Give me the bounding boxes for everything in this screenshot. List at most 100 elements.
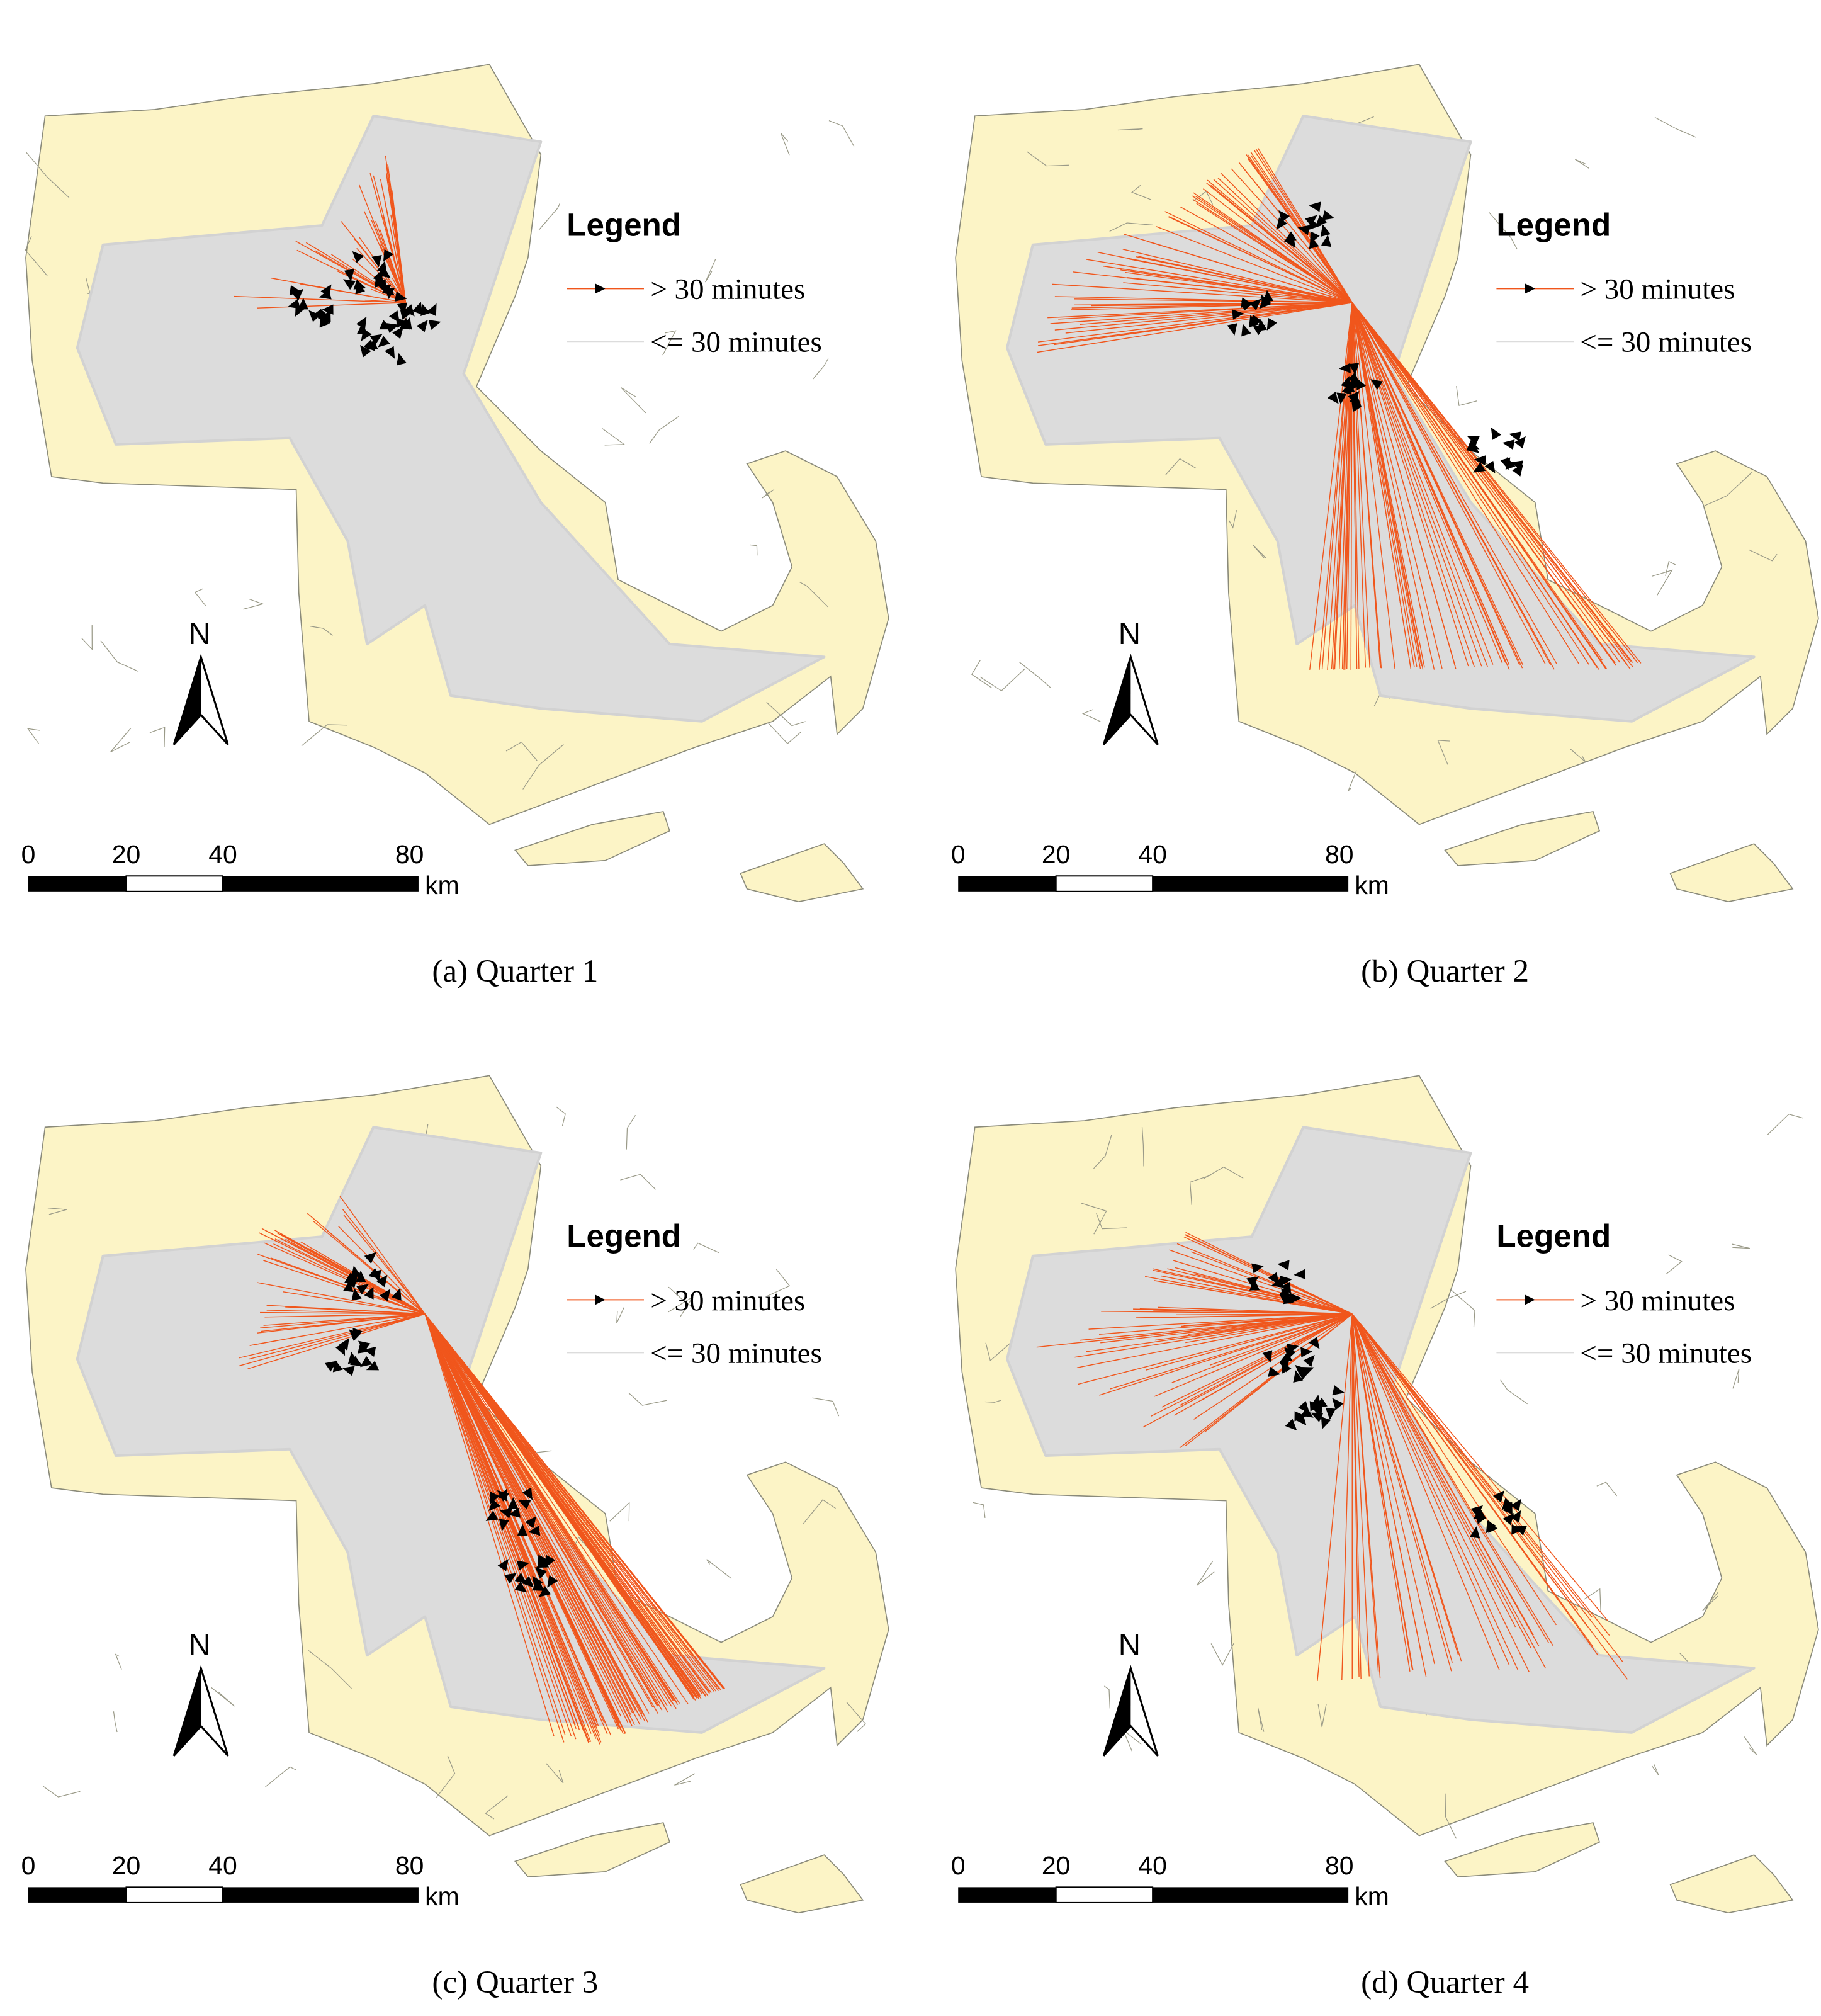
- arrowhead: [1303, 1354, 1315, 1368]
- arrowhead: [288, 298, 301, 309]
- long-trip: [424, 1313, 717, 1692]
- arrowhead: [1474, 455, 1486, 466]
- long-trip: [424, 1313, 653, 1707]
- town-border: [767, 1269, 791, 1297]
- arrowhead: [1268, 1366, 1281, 1377]
- town-border: [1109, 222, 1153, 232]
- long-trip: [424, 1313, 724, 1689]
- long-trip: [1351, 302, 1415, 667]
- arrowhead: [1268, 1272, 1279, 1285]
- arrowhead: [376, 261, 387, 273]
- arrowhead: [356, 1284, 369, 1295]
- town-border: [1456, 386, 1477, 406]
- long-trip: [247, 1313, 426, 1369]
- arrowhead: [517, 1524, 528, 1536]
- arrowhead: [488, 1498, 500, 1511]
- town-border: [1652, 569, 1673, 596]
- north-arrow-fill: [174, 657, 201, 745]
- long-trip: [1147, 241, 1353, 303]
- arrowhead: [416, 320, 428, 332]
- town-border: [310, 625, 333, 636]
- town-border: [812, 1397, 840, 1417]
- north-arrow-fill: [1103, 657, 1131, 745]
- long-trip: [1123, 282, 1353, 303]
- long-trip: [1076, 1313, 1353, 1368]
- arrowhead: [497, 1490, 510, 1502]
- long-trip: [1351, 302, 1598, 669]
- scale-bar: [28, 1887, 127, 1903]
- arrowhead: [351, 1266, 361, 1278]
- arrowhead: [547, 1575, 558, 1588]
- scale-unit: km: [1355, 1882, 1389, 1911]
- long-trip: [1161, 1275, 1353, 1315]
- long-trip: [1351, 1313, 1588, 1627]
- town-border: [1103, 1685, 1110, 1709]
- scale-label: 40: [208, 1851, 237, 1880]
- long-trip: [1220, 173, 1353, 303]
- long-trip: [424, 1313, 712, 1694]
- long-trip: [1052, 283, 1353, 303]
- long-trip: [1351, 302, 1621, 663]
- north-label: N: [1119, 1628, 1141, 1662]
- town-border: [194, 588, 206, 606]
- long-trip: [1180, 206, 1353, 303]
- legend-item: > 30 minutes: [1580, 1284, 1735, 1317]
- town-border: [1652, 1764, 1659, 1775]
- scale-bar: [958, 876, 1056, 892]
- long-trip: [263, 1260, 426, 1315]
- long-trip: [239, 1313, 426, 1359]
- long-trip: [369, 173, 407, 303]
- scale-bar: [222, 1887, 419, 1903]
- scale-label: 0: [951, 1851, 966, 1880]
- scale-unit: km: [425, 871, 459, 900]
- long-trip: [1351, 1313, 1452, 1672]
- map-panel: Legend > 30 minutes <= 30 minutes N 0 20 40 80k…: [951, 64, 1819, 989]
- legend-title: Legend: [1496, 207, 1611, 242]
- long-trip: [260, 1311, 426, 1315]
- town-border: [649, 416, 679, 444]
- long-trip: [1351, 1313, 1531, 1648]
- arrowhead: [514, 1581, 527, 1593]
- scale-label: 20: [112, 840, 141, 869]
- scale-bar: [1055, 875, 1154, 892]
- long-trip: [1161, 1313, 1353, 1318]
- town-border: [1141, 1127, 1144, 1167]
- arrowhead: [350, 1356, 363, 1366]
- arrowhead: [1294, 1269, 1306, 1280]
- town-border: [100, 640, 139, 672]
- long-trip: [1054, 302, 1353, 346]
- legend-item: <= 30 minutes: [650, 1337, 822, 1370]
- long-trip: [264, 1242, 426, 1315]
- arrowhead: [357, 322, 368, 334]
- arrowhead: [1348, 372, 1360, 384]
- caption: (b) Quarter 2: [1361, 953, 1529, 989]
- long-trip: [300, 283, 406, 303]
- long-trip: [424, 1313, 622, 1717]
- arrowhead: [1510, 1498, 1522, 1512]
- long-trip: [1154, 1280, 1353, 1315]
- legend-item: > 30 minutes: [650, 273, 805, 306]
- long-trip: [1037, 302, 1353, 353]
- long-trip: [1146, 1313, 1353, 1371]
- long-trip: [1351, 1313, 1423, 1660]
- long-trip: [263, 1313, 426, 1326]
- long-trip: [1321, 302, 1353, 670]
- long-trip: [342, 1208, 426, 1315]
- town-border: [485, 1795, 509, 1820]
- arrowhead: [352, 251, 364, 263]
- arrowhead: [385, 346, 395, 359]
- arrowhead: [1250, 314, 1263, 325]
- long-trip: [1238, 162, 1353, 303]
- long-trip: [1193, 192, 1353, 303]
- town-border: [1445, 1793, 1457, 1839]
- island: [740, 843, 864, 903]
- town-border: [1026, 151, 1069, 167]
- long-trip: [1073, 271, 1353, 303]
- long-trip: [424, 1313, 689, 1704]
- long-trip: [1351, 1313, 1360, 1677]
- arrowhead: [363, 1346, 376, 1357]
- town-border: [1210, 1643, 1234, 1666]
- arrowhead: [1491, 427, 1502, 440]
- long-trip: [1205, 1313, 1353, 1432]
